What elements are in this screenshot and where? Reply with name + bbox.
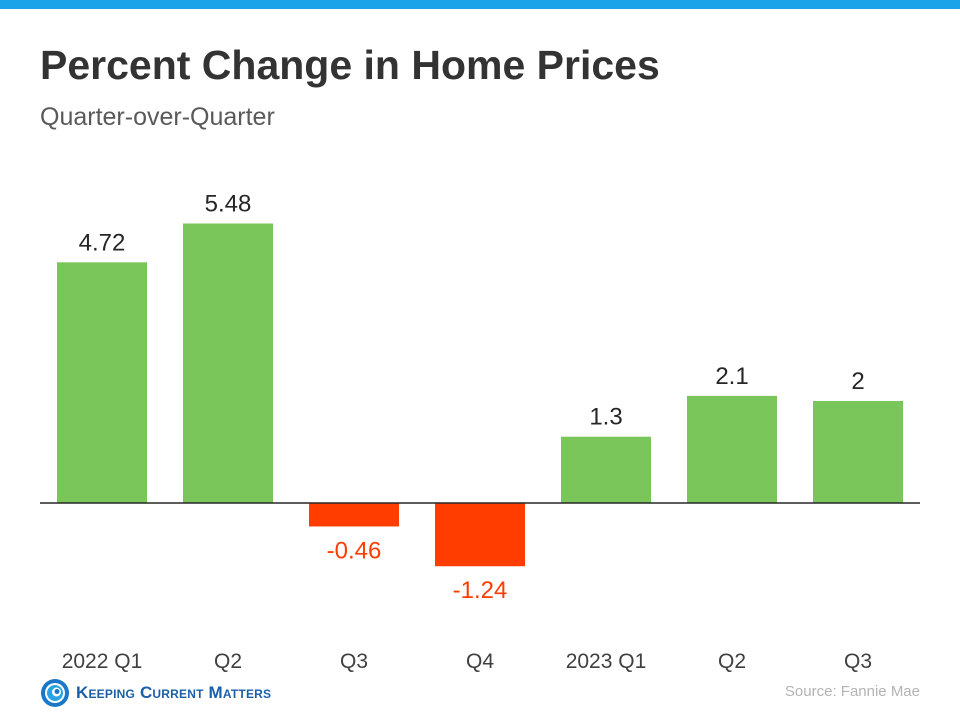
x-tick-label-6: Q3 (844, 650, 872, 673)
x-tick-label-0: 2022 Q1 (62, 650, 143, 673)
chart-subtitle: Quarter-over-Quarter (40, 103, 275, 131)
x-tick-label-4: 2023 Q1 (566, 650, 647, 673)
x-tick-label-5: Q2 (718, 650, 746, 673)
bar-0 (57, 262, 147, 503)
bar-2 (309, 503, 399, 527)
x-tick-label-3: Q4 (466, 650, 494, 673)
bar-4 (561, 436, 651, 503)
x-tick-label-1: Q2 (214, 650, 242, 673)
brand-logo: Keeping Current Matters (40, 678, 271, 708)
data-label-0: 4.72 (79, 229, 126, 256)
data-label-1: 5.48 (205, 191, 252, 218)
data-label-5: 2.1 (715, 363, 748, 390)
data-label-4: 1.3 (589, 404, 622, 431)
x-tick-label-2: Q3 (340, 650, 368, 673)
data-label-3: -1.24 (453, 577, 508, 604)
bar-6 (813, 401, 903, 503)
chart-title: Percent Change in Home Prices (40, 42, 660, 88)
bar-1 (183, 223, 273, 503)
kcm-spiral-logo-icon (41, 679, 69, 707)
data-label-2: -0.46 (327, 537, 382, 564)
bar-5 (687, 395, 777, 503)
top-accent-bar (0, 0, 960, 9)
brand-name: Keeping Current Matters (76, 683, 272, 702)
data-label-6: 2 (851, 368, 864, 395)
source-note: Source: Fannie Mae (784, 683, 920, 700)
bar-3 (435, 503, 525, 567)
